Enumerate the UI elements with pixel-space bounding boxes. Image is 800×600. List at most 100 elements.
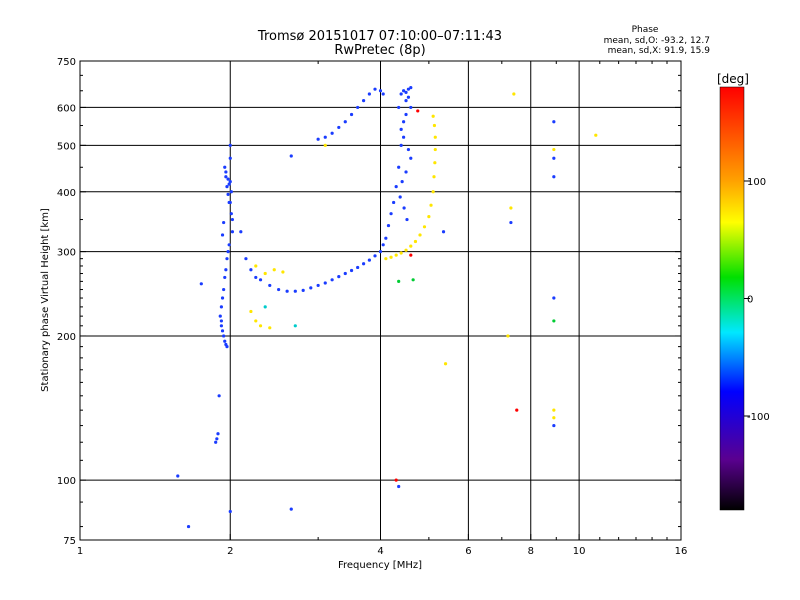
colorbar-tick-label: 0 [747, 295, 753, 306]
data-point [384, 257, 388, 261]
data-point [432, 175, 436, 179]
data-point [552, 175, 556, 179]
data-point [301, 288, 305, 292]
data-point [254, 264, 258, 268]
data-point [225, 257, 229, 261]
data-point [293, 324, 297, 328]
data-point [552, 120, 556, 124]
data-point [515, 408, 519, 412]
data-point [399, 251, 403, 255]
data-point [431, 190, 435, 194]
data-point [399, 92, 403, 96]
data-point [225, 345, 229, 349]
data-point [367, 92, 371, 96]
data-point [381, 243, 385, 247]
data-point [392, 200, 396, 205]
data-point [362, 98, 366, 103]
data-point [222, 220, 226, 225]
data-point [219, 319, 224, 323]
data-point [552, 319, 556, 323]
colorbar-tick-label: 100 [747, 177, 766, 188]
y-tick-label: 600 [57, 103, 76, 114]
data-point [281, 270, 285, 274]
data-point [222, 287, 226, 292]
data-point [509, 220, 513, 225]
data-point [427, 214, 431, 219]
colorbar-ticks: 100 0 -100 [744, 177, 770, 423]
colorbar-gradient [719, 86, 745, 511]
data-point [404, 112, 408, 117]
data-point [399, 127, 403, 131]
data-point [343, 271, 347, 276]
data-point [386, 223, 391, 228]
data-point [229, 212, 233, 216]
data-point [381, 92, 385, 96]
data-point [249, 268, 253, 272]
data-point [512, 92, 516, 96]
phase-stats-x: mean, sd,X: 91.9, 15.9 [608, 46, 711, 56]
data-point [404, 90, 408, 94]
data-point [409, 244, 413, 248]
data-point [330, 131, 334, 135]
data-point [406, 87, 411, 91]
data-point [409, 85, 413, 90]
data-point [397, 105, 401, 110]
data-point [367, 258, 371, 262]
data-point [219, 324, 224, 328]
data-point [258, 278, 263, 282]
phase-stats-title: Phase [632, 25, 659, 35]
data-point [218, 314, 222, 318]
data-point [230, 230, 235, 234]
data-point [349, 112, 354, 117]
data-point [356, 105, 360, 110]
data-point [402, 206, 406, 210]
data-point [228, 156, 232, 160]
data-point [411, 278, 415, 282]
data-point [397, 484, 401, 489]
data-point [594, 133, 598, 137]
data-point [224, 175, 228, 179]
data-point [404, 248, 408, 252]
data-point [226, 250, 230, 254]
data-point [254, 319, 258, 323]
data-point [552, 147, 556, 152]
data-point [220, 329, 225, 333]
data-point [441, 230, 446, 234]
x-axis: 1 2 4 6 8 10 16 [77, 61, 687, 557]
data-point [397, 165, 401, 169]
y-tick-label: 100 [57, 476, 76, 487]
data-point [222, 334, 226, 338]
data-point [277, 287, 281, 292]
data-point [389, 255, 393, 259]
data-point [220, 233, 225, 237]
data-point [186, 524, 191, 529]
data-point [289, 154, 293, 158]
y-tick-label: 750 [57, 57, 76, 68]
data-point [394, 253, 398, 257]
y-tick-label: 400 [57, 188, 76, 199]
data-point [226, 177, 230, 181]
data-point [244, 257, 248, 261]
y-tick-label: 75 [63, 536, 76, 547]
gridlines [80, 61, 681, 540]
data-point [404, 170, 408, 174]
data-point [349, 268, 354, 273]
data-point [268, 326, 272, 330]
y-tick-label: 200 [57, 332, 76, 343]
data-point [409, 105, 413, 110]
data-point [228, 509, 232, 514]
data-point [309, 286, 313, 290]
data-point [263, 271, 267, 276]
y-tick-label: 300 [57, 248, 76, 259]
data-point [378, 89, 383, 93]
data-point [239, 230, 243, 234]
data-point [394, 185, 398, 189]
data-point [400, 180, 404, 184]
data-point [429, 203, 433, 207]
y-axis-label: Stationary phase Virtual Height [km] [40, 208, 51, 392]
data-point [506, 334, 510, 338]
data-point [443, 362, 448, 366]
colorbar-tick-label: -100 [747, 412, 770, 423]
data-point [289, 507, 293, 511]
data-point [223, 275, 227, 280]
